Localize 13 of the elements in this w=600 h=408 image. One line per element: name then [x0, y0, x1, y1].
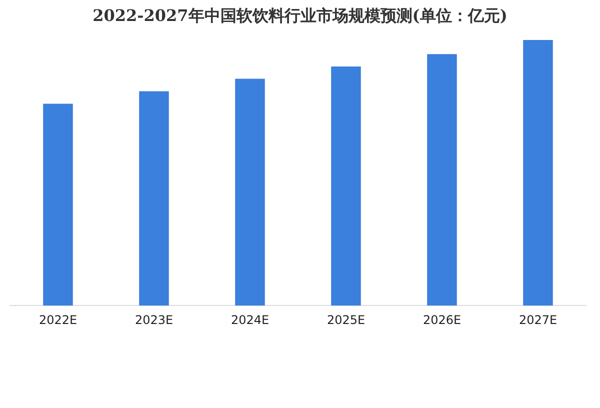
x-tick-label: 2026E — [422, 312, 462, 327]
bar — [523, 40, 553, 306]
bar — [235, 78, 265, 306]
chart-title: 2022-2027年中国软饮料行业市场规模预测(单位：亿元) — [92, 6, 508, 27]
x-tick-label: 2024E — [230, 312, 270, 327]
x-tick-label: 2025E — [326, 312, 366, 327]
bar — [139, 91, 169, 306]
bar — [427, 54, 457, 306]
x-tick-label: 2023E — [134, 312, 174, 327]
x-tick-label: 2022E — [38, 312, 78, 327]
bar — [331, 66, 361, 306]
bar — [43, 104, 73, 306]
x-tick-label: 2027E — [518, 312, 558, 327]
